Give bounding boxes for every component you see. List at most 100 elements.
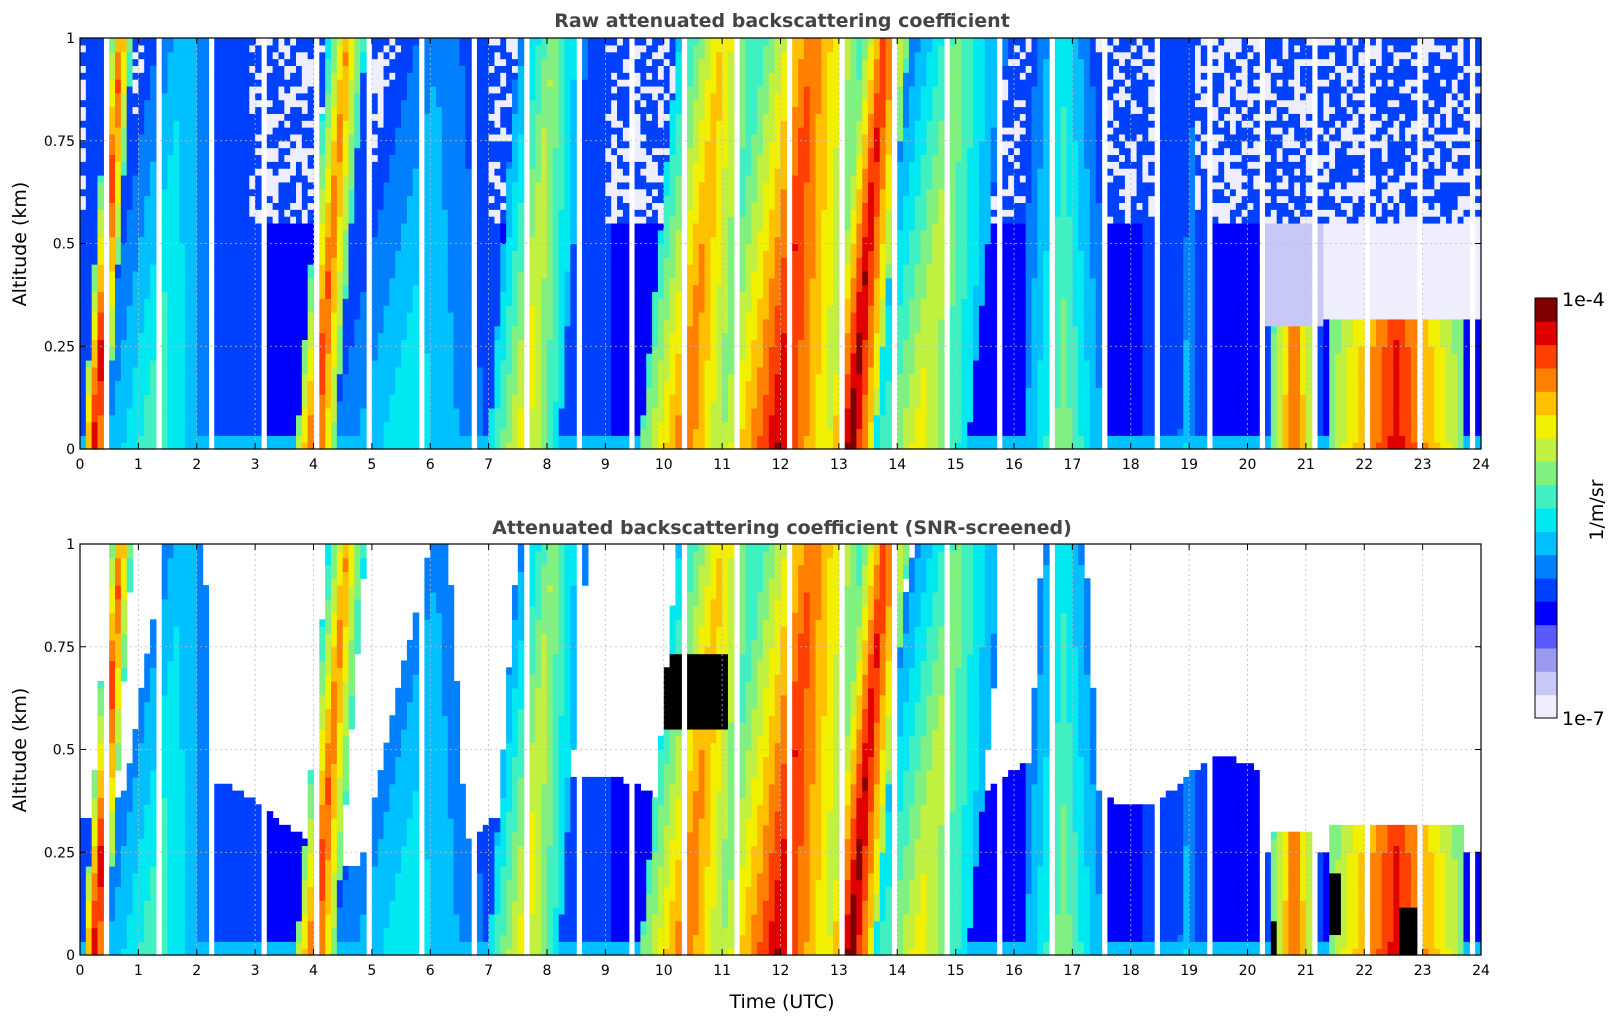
heatmap-cell [406, 401, 414, 409]
heatmap-cell [225, 305, 233, 313]
heatmap-cell [447, 85, 455, 94]
heatmap-cell [173, 284, 180, 293]
heatmap-cell [278, 236, 285, 245]
heatmap-cell [161, 250, 169, 258]
heatmap-cell [441, 140, 449, 149]
heatmap-cell [517, 51, 525, 60]
heatmap-cell [453, 44, 461, 53]
heatmap-cell [360, 366, 367, 375]
heatmap-cell [593, 79, 601, 87]
heatmap-cell [325, 277, 332, 286]
heatmap-cell [272, 284, 280, 293]
heatmap-cell [529, 195, 536, 203]
heatmap-cell [517, 106, 525, 114]
heatmap-cell [547, 277, 554, 286]
heatmap-cell [185, 353, 192, 361]
heatmap-cell [173, 414, 180, 423]
heatmap-cell [237, 168, 245, 176]
heatmap-cell [243, 209, 250, 217]
heatmap-cell [511, 250, 519, 258]
heatmap-cell [430, 175, 437, 183]
heatmap-cell [570, 127, 577, 135]
heatmap-cell [214, 407, 221, 416]
heatmap-cell [360, 175, 367, 183]
heatmap-cell [605, 414, 612, 423]
heatmap-cell [115, 359, 122, 368]
heatmap-cell [173, 168, 180, 176]
heatmap-cell [120, 202, 128, 210]
heatmap-cell [319, 147, 326, 156]
heatmap-cell [185, 140, 192, 149]
heatmap-cell [611, 373, 618, 382]
heatmap-cell [348, 229, 355, 238]
heatmap-cell [424, 394, 431, 402]
heatmap-cell [599, 175, 606, 183]
heatmap-cell [150, 291, 157, 299]
heatmap-cell [202, 106, 210, 114]
heatmap-cell [611, 312, 618, 320]
heatmap-cell [109, 216, 116, 224]
heatmap-cell [220, 79, 227, 87]
heatmap-cell [430, 161, 437, 169]
heatmap-cell [225, 243, 233, 251]
heatmap-cell [570, 216, 577, 224]
heatmap-cell [167, 346, 174, 354]
heatmap-cell [150, 346, 157, 354]
heatmap-cell [395, 209, 402, 217]
heatmap-cell [453, 79, 461, 87]
heatmap-cell [115, 147, 122, 156]
heatmap-cell [272, 140, 280, 149]
heatmap-cell [593, 428, 601, 436]
heatmap-cell [290, 394, 297, 402]
heatmap-cell [301, 305, 309, 313]
heatmap-cell [161, 339, 169, 347]
heatmap-cell [482, 65, 490, 73]
heatmap-cell [331, 353, 338, 361]
heatmap-cell [395, 161, 402, 169]
heatmap-cell [552, 92, 560, 101]
heatmap-cell [406, 257, 414, 265]
heatmap-cell [80, 38, 87, 46]
heatmap-cell [196, 366, 204, 375]
heatmap-cell [167, 72, 174, 80]
heatmap-cell [541, 181, 548, 190]
heatmap-cell [430, 113, 437, 121]
heatmap-cell [424, 421, 431, 430]
heatmap-cell [97, 222, 104, 231]
heatmap-cell [278, 325, 285, 334]
heatmap-cell [611, 387, 618, 395]
heatmap-cell [173, 58, 180, 66]
heatmap-cell [389, 353, 396, 361]
heatmap-cell [237, 140, 245, 149]
heatmap-cell [529, 373, 536, 382]
heatmap-cell [161, 161, 169, 169]
heatmap-cell [115, 270, 122, 279]
heatmap-cell [331, 284, 338, 293]
heatmap-cell [266, 133, 274, 142]
heatmap-cell [436, 305, 443, 313]
heatmap-cell [547, 298, 554, 306]
heatmap-cell [488, 44, 496, 53]
heatmap-cell [173, 120, 180, 128]
heatmap-cell [570, 209, 577, 217]
heatmap-cell [290, 250, 297, 258]
heatmap-cell [395, 312, 402, 320]
heatmap-cell [587, 264, 595, 272]
heatmap-cell [144, 209, 151, 217]
heatmap-cell [97, 243, 104, 251]
heatmap-cell [430, 284, 437, 293]
heatmap-cell [336, 79, 344, 87]
heatmap-cell [436, 79, 443, 87]
heatmap-cell [552, 366, 560, 375]
heatmap-cell [319, 380, 326, 388]
heatmap-cell [482, 257, 490, 265]
heatmap-cell [173, 65, 180, 73]
heatmap-cell [529, 51, 536, 60]
heatmap-cell [150, 270, 157, 279]
heatmap-cell [249, 133, 256, 142]
heatmap-cell [582, 359, 589, 368]
heatmap-cell [582, 222, 589, 231]
heatmap-cell [202, 168, 210, 176]
heatmap-cell [482, 99, 490, 108]
heatmap-cell [441, 72, 449, 80]
